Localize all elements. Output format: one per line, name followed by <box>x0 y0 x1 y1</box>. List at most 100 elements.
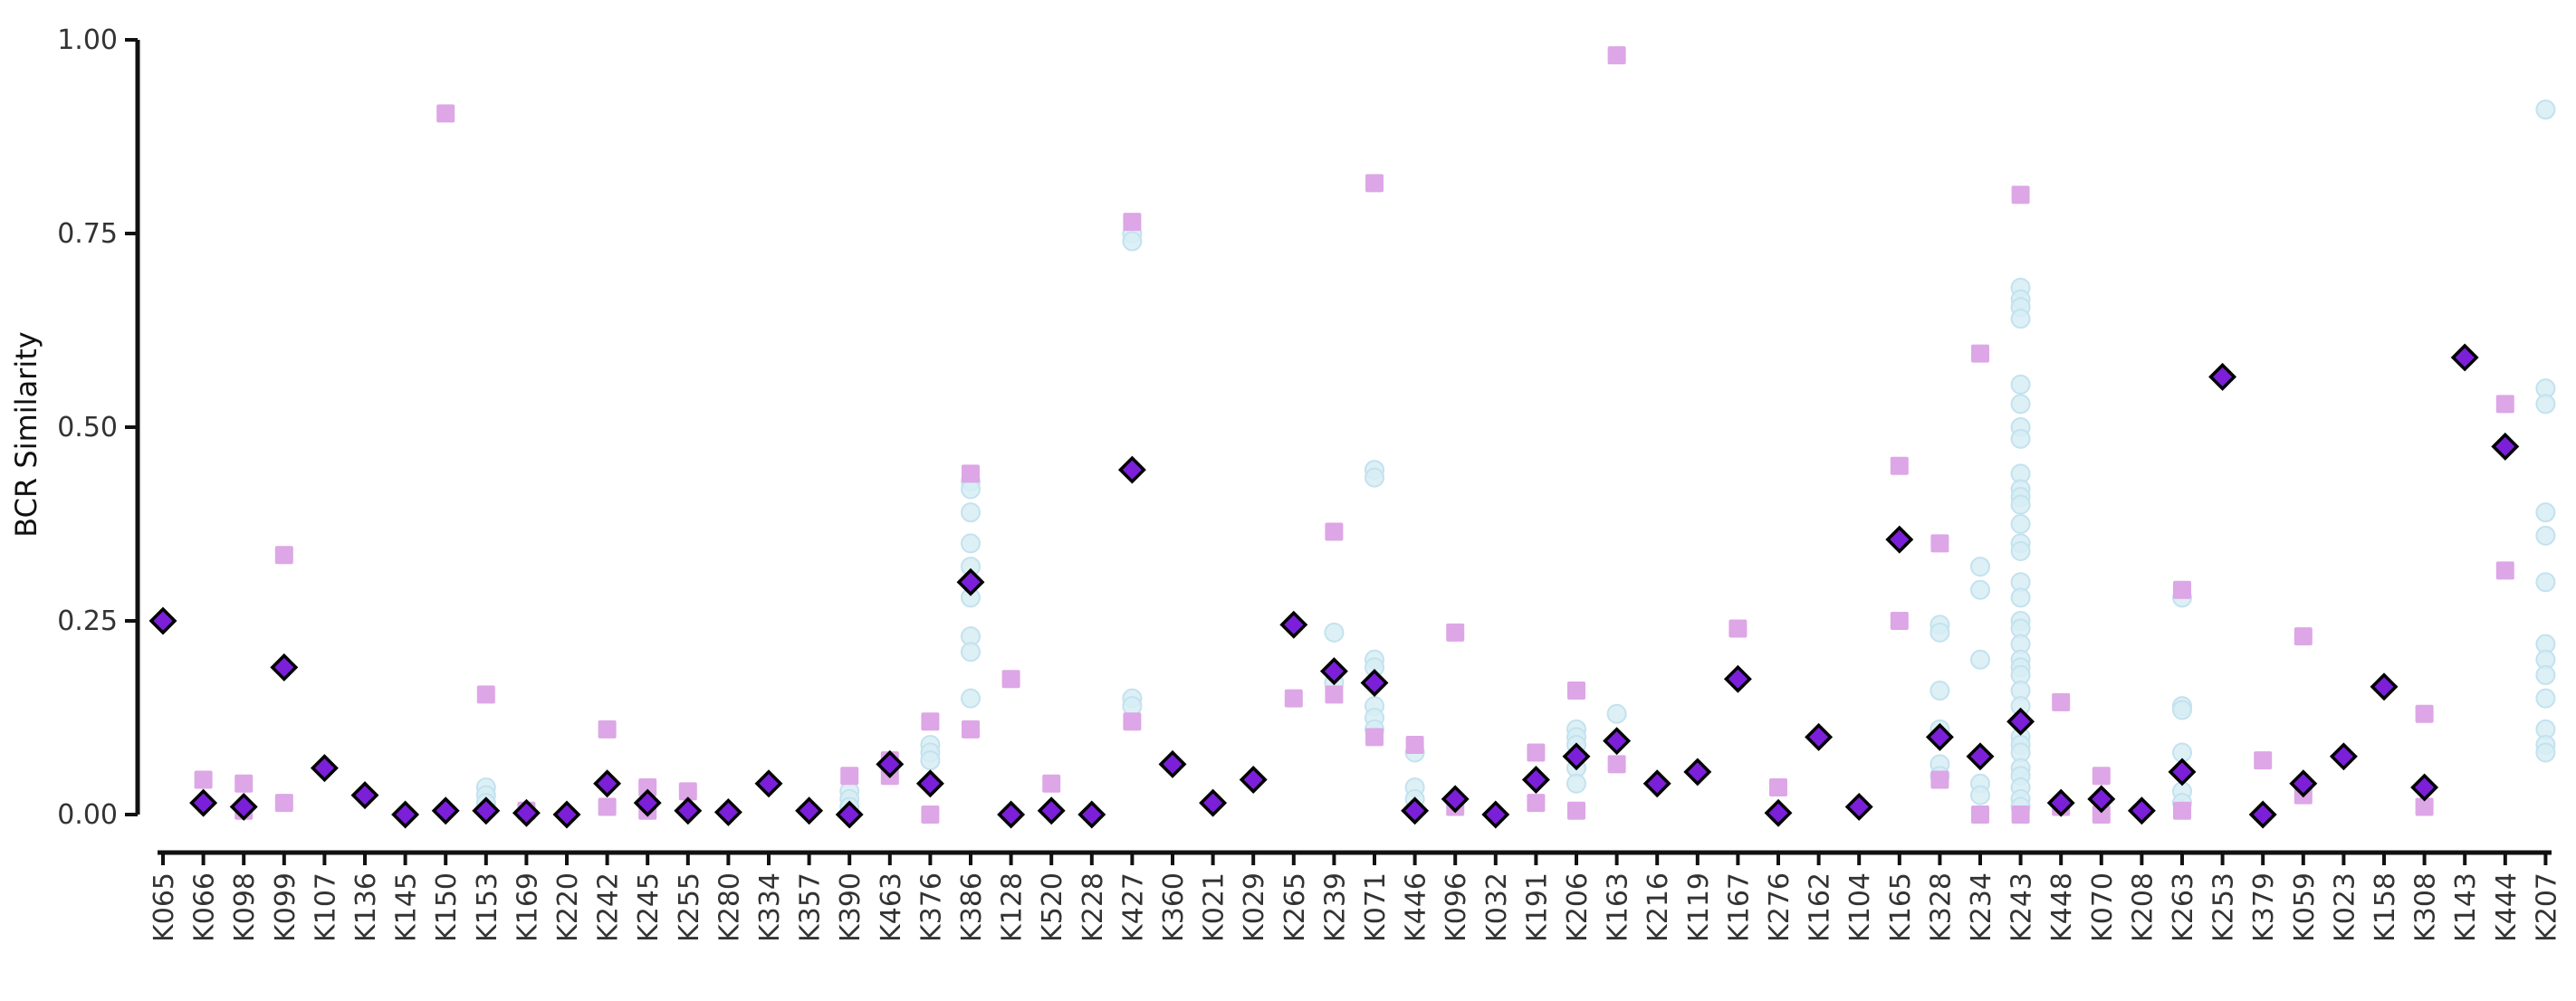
data-point-square <box>2495 395 2514 414</box>
data-point-circle <box>1970 557 1990 577</box>
data-point-diamond <box>2087 785 2116 814</box>
x-tick-label: K357 <box>795 872 827 942</box>
x-tick-label: K167 <box>1723 872 1755 942</box>
data-point-circle <box>2535 502 2556 523</box>
data-point-square <box>2011 186 2030 205</box>
data-point-square <box>2092 767 2111 786</box>
x-tick-label: K066 <box>189 872 221 942</box>
x-tick-label: K446 <box>1401 872 1432 942</box>
data-point-square <box>2052 692 2071 711</box>
data-point-square <box>2011 806 2030 824</box>
data-point-circle <box>2010 428 2031 449</box>
x-tick-label: K032 <box>1481 872 1513 942</box>
data-point-circle <box>961 502 981 523</box>
data-point-circle <box>2535 572 2556 593</box>
x-tick-label: K153 <box>472 872 503 942</box>
data-point-circle <box>2535 688 2556 709</box>
data-point-square <box>1284 689 1303 708</box>
x-tick-label: K208 <box>2127 872 2159 942</box>
data-point-circle <box>1930 681 1950 701</box>
data-point-square <box>1971 806 1989 824</box>
data-point-diamond <box>1885 525 1914 554</box>
data-point-diamond <box>552 800 581 829</box>
x-tick-label: K334 <box>754 872 786 942</box>
data-point-diamond <box>472 796 501 825</box>
data-point-diamond <box>1603 727 1632 756</box>
x-tick-label: K158 <box>2370 872 2401 942</box>
data-point-diamond <box>713 797 742 826</box>
data-point-diamond <box>876 749 905 778</box>
data-point-circle <box>2535 525 2556 546</box>
data-point-square <box>2254 751 2273 770</box>
data-point-square <box>2173 801 2191 820</box>
y-tick-label: 1.00 <box>57 24 118 56</box>
x-tick-label: K150 <box>431 872 463 942</box>
data-point-diamond <box>1844 792 1873 821</box>
data-point-diamond <box>2168 758 2197 786</box>
data-point-circle <box>2535 664 2556 685</box>
data-point-diamond <box>1199 788 1228 817</box>
data-point-square <box>1325 522 1344 541</box>
x-tick-label: K255 <box>674 872 705 942</box>
data-point-diamond <box>1683 758 1712 786</box>
series-squares <box>194 46 2514 824</box>
data-point-square <box>2415 704 2434 723</box>
data-point-diamond <box>310 754 339 783</box>
x-tick-label: K059 <box>2289 872 2321 942</box>
data-point-diamond <box>754 769 783 798</box>
x-tick-label: K308 <box>2410 872 2442 942</box>
x-tick-label: K136 <box>350 872 382 942</box>
data-point-diamond <box>593 769 622 798</box>
x-tick-label: K065 <box>148 872 180 942</box>
data-point-diamond <box>1360 669 1389 697</box>
data-point-diamond <box>633 788 662 817</box>
data-point-diamond <box>1279 610 1308 639</box>
data-point-circle <box>1324 622 1345 643</box>
x-tick-label: K143 <box>2450 872 2482 942</box>
data-point-diamond <box>148 606 177 635</box>
x-tick-label: K104 <box>1844 872 1876 942</box>
data-point-circle <box>2010 309 2031 329</box>
x-tick-label: K191 <box>1521 872 1553 942</box>
data-point-square <box>1042 774 1061 793</box>
data-point-square <box>598 797 617 816</box>
data-point-diamond <box>512 798 541 827</box>
data-point-diamond <box>270 653 299 682</box>
data-point-diamond <box>1562 742 1591 771</box>
x-tick-label: K119 <box>1683 872 1715 942</box>
data-point-square <box>1769 778 1787 797</box>
data-point-diamond <box>229 792 258 821</box>
data-point-diamond <box>2208 362 2237 391</box>
data-point-circle <box>2010 587 2031 608</box>
data-point-square <box>1729 619 1748 638</box>
x-tick-label: K228 <box>1077 872 1109 942</box>
x-tick-label: K023 <box>2329 872 2361 942</box>
data-point-square <box>921 712 940 731</box>
x-tick-label: K239 <box>1319 872 1351 942</box>
x-tick-label: K263 <box>2168 872 2199 942</box>
data-point-diamond <box>2491 432 2520 461</box>
data-point-square <box>1527 743 1546 762</box>
data-point-circle <box>2010 514 2031 534</box>
x-tick-label: K386 <box>956 872 988 942</box>
x-tick-label: K234 <box>1966 872 1997 942</box>
data-point-diamond <box>1764 798 1793 827</box>
x-tick-label: K098 <box>229 872 261 942</box>
data-point-circle <box>2010 374 2031 395</box>
data-point-diamond <box>189 788 218 817</box>
data-point-square <box>1890 456 1909 475</box>
data-point-diamond <box>795 796 824 825</box>
y-tick-label: 0.50 <box>57 412 118 443</box>
x-tick-label: K165 <box>1885 872 1917 942</box>
y-tick-label: 0.25 <box>57 605 118 637</box>
data-point-circle <box>2535 394 2556 415</box>
data-point-diamond <box>1723 664 1752 693</box>
data-point-square <box>2294 627 2313 646</box>
data-point-diamond <box>2329 742 2358 771</box>
data-point-diamond <box>2046 788 2075 817</box>
data-point-diamond <box>1521 766 1550 794</box>
x-tick-label: K243 <box>2006 872 2038 942</box>
y-axis-label: BCR Similarity <box>9 331 43 537</box>
data-point-square <box>2092 806 2111 824</box>
